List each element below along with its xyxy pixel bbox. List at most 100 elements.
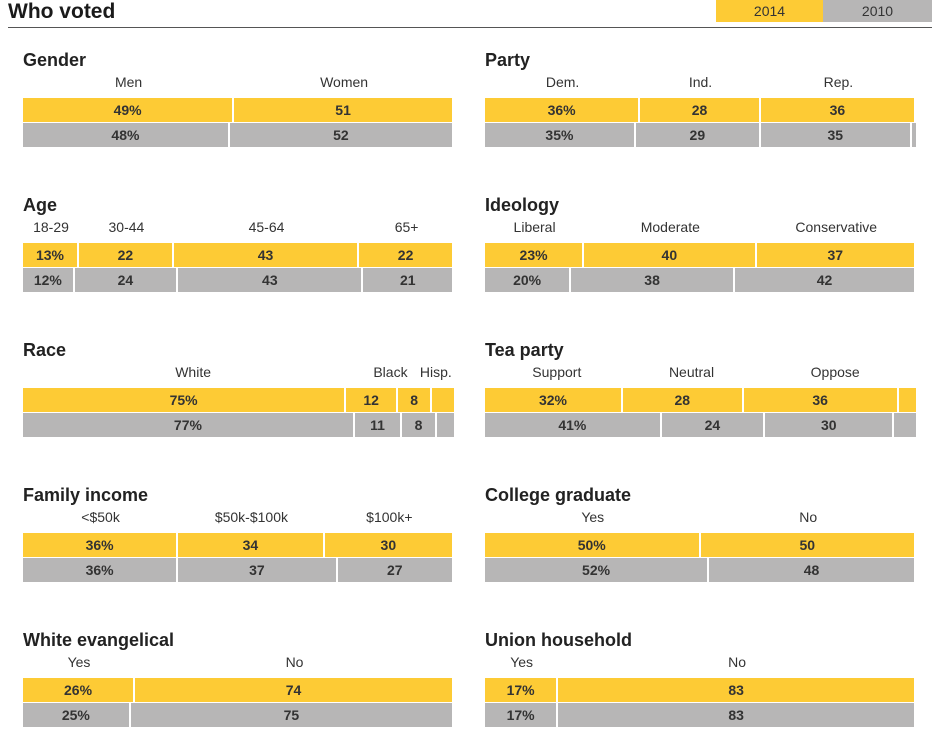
tea-party-2010-segment: 30 xyxy=(765,413,895,437)
header-divider xyxy=(8,27,932,28)
union-household-2014-bar: 17% 83 xyxy=(485,678,916,702)
college-graduate-2014-bar: 50% 50 xyxy=(485,533,916,557)
gender-2010-segment: 48% xyxy=(23,123,230,147)
tea-party-2010-segment: 41% xyxy=(485,413,662,437)
union-household-title: Union household xyxy=(485,630,632,650)
ideology-2010-segment: 20% xyxy=(485,268,572,292)
tea-party-2014-segment: 36 xyxy=(743,388,899,412)
party-2014-segment: 28 xyxy=(640,98,761,122)
party-2014-segment: 36% xyxy=(485,98,641,122)
race-2010-segment: 8 xyxy=(402,413,437,437)
race-chart: Race White Black Hisp. 75% 12 8 77% 11 8 xyxy=(23,340,454,450)
union-household-2014-segment: 83 xyxy=(558,678,916,702)
party-title: Party xyxy=(485,50,531,70)
college-graduate-2010-segment: 48 xyxy=(709,558,916,582)
gender-title: Gender xyxy=(23,50,87,70)
party-category-label: Rep. xyxy=(823,74,854,90)
gender-chart: Gender Men Women 49% 51 48% 52 xyxy=(23,50,454,160)
ideology-2010-bar: 20% 38 42 xyxy=(485,268,916,292)
family-income-2014-segment: 30 xyxy=(324,533,454,557)
union-household-category-label: No xyxy=(728,654,747,670)
college-graduate-category-label: Yes xyxy=(581,509,605,525)
age-2014-bar: 13% 22 43 22 xyxy=(23,243,454,267)
year-2014-button[interactable]: 2014 xyxy=(716,0,823,22)
party-category-label: Ind. xyxy=(688,74,713,90)
family-income-2010-segment: 36% xyxy=(23,558,179,582)
race-2014-segment: 75% xyxy=(23,388,347,412)
race-category-label: White xyxy=(175,364,212,380)
ideology-2010-segment: 38 xyxy=(571,268,735,292)
race-2010-segment: 77% xyxy=(23,413,355,437)
union-household-chart: Union household Yes No 17% 83 17% 83 xyxy=(485,630,916,740)
union-household-2010-bar: 17% 83 xyxy=(485,703,916,727)
white-evangelical-category-label: Yes xyxy=(67,654,91,670)
ideology-category-label: Liberal xyxy=(513,219,556,235)
tea-party-category-label: Support xyxy=(532,364,582,380)
ideology-2014-segment: 40 xyxy=(584,243,757,267)
tea-party-2014-segment: 28 xyxy=(622,388,744,412)
tea-party-2010-remainder-segment xyxy=(894,413,916,437)
race-2010-segment: 11 xyxy=(354,413,403,437)
age-category-label: 65+ xyxy=(394,219,419,235)
party-2010-segment: 35% xyxy=(485,123,636,147)
gender-category-label: Women xyxy=(320,74,369,90)
age-category-label: 18-29 xyxy=(33,219,69,235)
age-category-label: 45-64 xyxy=(248,219,285,235)
ideology-title: Ideology xyxy=(485,195,560,215)
college-graduate-2014-segment: 50% xyxy=(485,533,701,557)
age-2010-segment: 12% xyxy=(23,268,75,292)
tea-party-category-label: Neutral xyxy=(668,364,715,380)
ideology-2010-segment: 42 xyxy=(734,268,916,292)
ideology-2014-segment: 23% xyxy=(485,243,585,267)
gender-2014-bar: 49% 51 xyxy=(23,98,454,122)
tea-party-category-label: Oppose xyxy=(810,364,860,380)
race-category-label: Hisp. xyxy=(419,364,452,380)
college-graduate-category-label: No xyxy=(799,509,818,525)
tea-party-2014-bar: 32% 28 36 xyxy=(485,388,916,412)
race-2010-bar: 77% 11 8 xyxy=(23,413,454,437)
party-2010-remainder-segment xyxy=(911,123,916,147)
age-2014-segment: 13% xyxy=(23,243,80,267)
family-income-2010-segment: 27 xyxy=(337,558,454,582)
tea-party-2014-segment: 32% xyxy=(485,388,623,412)
ideology-2014-bar: 23% 40 37 xyxy=(485,243,916,267)
union-household-2010-segment: 17% xyxy=(485,703,559,727)
family-income-category-label: $50k-$100k xyxy=(214,509,288,525)
race-2010-remainder-segment xyxy=(436,413,454,437)
union-household-category-label: Yes xyxy=(510,654,534,670)
tea-party-2014-remainder-segment xyxy=(898,388,916,412)
college-graduate-2010-bar: 52% 48 xyxy=(485,558,916,582)
family-income-2010-segment: 37 xyxy=(178,558,338,582)
family-income-2014-bar: 36% 34 30 xyxy=(23,533,454,557)
party-2010-segment: 29 xyxy=(635,123,761,147)
tea-party-title: Tea party xyxy=(485,340,564,360)
race-2014-bar: 75% 12 8 xyxy=(23,388,454,412)
age-category-label: 30-44 xyxy=(108,219,145,235)
college-graduate-title: College graduate xyxy=(485,485,632,505)
age-2014-segment: 22 xyxy=(79,243,174,267)
race-2014-segment: 8 xyxy=(397,388,433,412)
party-2014-segment: 36 xyxy=(760,98,916,122)
race-2014-remainder-segment xyxy=(432,388,454,412)
tea-party-2010-segment: 24 xyxy=(661,413,766,437)
family-income-category-label: <$50k xyxy=(81,509,120,525)
gender-category-label: Men xyxy=(114,74,143,90)
age-2014-segment: 43 xyxy=(173,243,360,267)
age-2014-segment: 22 xyxy=(359,243,454,267)
family-income-2010-bar: 36% 37 27 xyxy=(23,558,454,582)
gender-2010-segment: 52 xyxy=(229,123,454,147)
white-evangelical-category-label: No xyxy=(285,654,304,670)
year-2010-button[interactable]: 2010 xyxy=(823,0,932,22)
tea-party-2010-bar: 41% 24 30 xyxy=(485,413,916,437)
white-evangelical-2010-segment: 25% xyxy=(23,703,131,727)
tea-party-chart: Tea party Support Neutral Oppose 32% 28 36 41% 2… xyxy=(485,340,916,450)
party-chart: Party Dem. Ind. Rep. 36% 28 36 35% 29 35 xyxy=(485,50,916,160)
family-income-category-label: $100k+ xyxy=(366,509,413,525)
college-graduate-chart: College graduate Yes No 50% 50 52% 48 xyxy=(485,485,916,595)
age-2010-segment: 24 xyxy=(74,268,179,292)
white-evangelical-title: White evangelical xyxy=(23,630,175,650)
age-title: Age xyxy=(23,195,58,215)
family-income-title: Family income xyxy=(23,485,149,505)
age-chart: Age 18-29 30-44 45-64 65+ 13% 22 43 22 12% 24 43 21 xyxy=(23,195,454,305)
gender-2014-segment: 49% xyxy=(23,98,235,122)
